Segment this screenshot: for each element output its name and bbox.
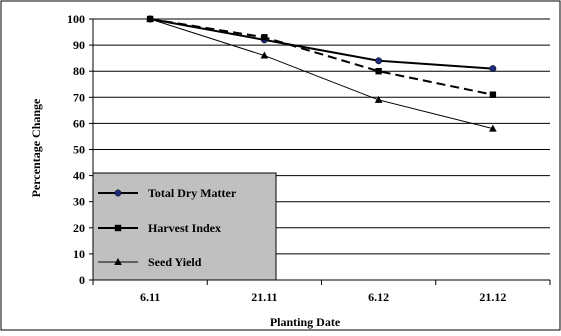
data-point bbox=[489, 65, 497, 73]
data-point bbox=[489, 124, 497, 132]
y-tick-label: 20 bbox=[73, 221, 85, 235]
y-tick-label: 70 bbox=[73, 90, 85, 104]
legend-swatch-marker bbox=[114, 189, 122, 197]
legend-label: Total Dry Matter bbox=[148, 186, 237, 200]
data-point bbox=[489, 91, 497, 98]
y-tick-label: 80 bbox=[73, 64, 85, 78]
y-tick-label: 30 bbox=[73, 195, 85, 209]
data-point bbox=[374, 95, 383, 103]
axes: 0 10 20 30 40 50 60 70 80 90 100 6.11 21.11 6.12 21.12 bbox=[67, 12, 551, 304]
legend-label: Harvest Index bbox=[148, 221, 221, 235]
y-axis-title: Percentage Change bbox=[29, 98, 43, 197]
series-line bbox=[149, 18, 493, 130]
y-tick-label: 50 bbox=[73, 143, 85, 157]
y-tick-label: 90 bbox=[73, 38, 85, 52]
x-tick-label: 6.11 bbox=[140, 290, 160, 304]
legend-label: Seed Yield bbox=[148, 255, 202, 269]
x-tick-label: 21.11 bbox=[251, 290, 277, 304]
data-point bbox=[375, 57, 383, 65]
legend-swatch-marker bbox=[114, 224, 122, 232]
legend-swatch-marker bbox=[114, 258, 122, 265]
legend: Total Dry Matter Harvest Index Seed Yield bbox=[92, 172, 277, 281]
y-tick-label: 100 bbox=[67, 12, 85, 26]
data-point bbox=[260, 51, 269, 59]
y-tick-label: 0 bbox=[79, 273, 85, 287]
data-point bbox=[261, 34, 268, 41]
x-axis-title: Planting Date bbox=[270, 315, 341, 329]
series-seed-yield bbox=[146, 15, 497, 132]
series-line bbox=[149, 18, 494, 96]
y-tick-label: 10 bbox=[73, 247, 85, 261]
y-tick-label: 60 bbox=[73, 116, 85, 130]
data-point bbox=[146, 15, 154, 22]
series-line bbox=[149, 18, 493, 70]
series-group bbox=[146, 15, 497, 132]
y-tick-label: 40 bbox=[73, 169, 85, 183]
data-point bbox=[375, 68, 382, 75]
x-tick-label: 21.12 bbox=[479, 290, 506, 304]
x-tick-label: 6.12 bbox=[368, 290, 389, 304]
